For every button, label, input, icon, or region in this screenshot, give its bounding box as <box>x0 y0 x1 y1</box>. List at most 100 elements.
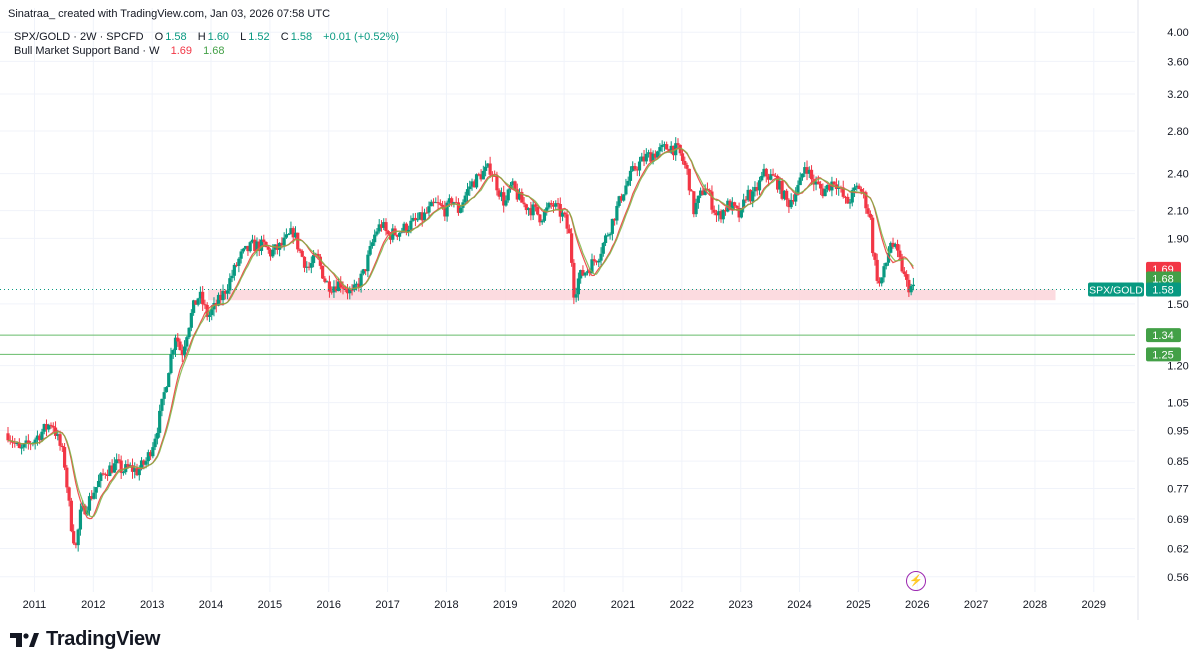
candle-body <box>139 460 144 470</box>
candle-body <box>907 279 911 293</box>
candle-body <box>891 242 895 247</box>
candle-body <box>210 309 214 316</box>
candle-body <box>108 465 112 476</box>
candle-body <box>531 204 535 216</box>
candle-body <box>463 195 467 203</box>
candle-body <box>244 245 248 249</box>
candle-body <box>6 433 10 441</box>
candle-body <box>474 174 479 188</box>
y-tick-label: 3.20 <box>1167 89 1188 101</box>
candle-body <box>425 212 429 214</box>
candle-body <box>35 435 40 440</box>
candle-body <box>103 473 107 475</box>
candle-body <box>51 425 55 428</box>
candle-body <box>459 207 463 213</box>
candle-body <box>375 231 379 235</box>
x-tick-label: 2012 <box>81 599 105 611</box>
candle-body <box>798 177 802 186</box>
candle-body <box>615 205 619 221</box>
candle-body <box>357 283 361 288</box>
candle-body <box>280 242 284 246</box>
y-tick-label: 1.50 <box>1167 299 1188 311</box>
candle-body <box>316 253 320 257</box>
candle-body <box>194 300 198 305</box>
candle-body <box>739 208 743 218</box>
indicator-value-1: 1.69 <box>170 45 192 57</box>
candle-body <box>198 291 202 299</box>
candle-body <box>228 278 232 291</box>
candle-body <box>730 202 734 211</box>
candle-body <box>662 144 667 146</box>
candle-body <box>296 232 300 250</box>
lightning-icon[interactable]: ⚡ <box>906 571 926 591</box>
candle-body <box>377 224 381 232</box>
candle-body <box>90 496 94 499</box>
candle-body <box>13 442 17 444</box>
candle-body <box>746 189 750 200</box>
candle-body <box>728 200 732 211</box>
y-tick-label: 0.85 <box>1167 456 1188 468</box>
candle-body <box>83 505 87 515</box>
candle-body <box>789 200 793 208</box>
candle-body <box>911 284 916 287</box>
symbol-legend: SPX/GOLD · 2W · SPCFD O 1.58 H 1.60 L 1.52 … <box>14 31 401 43</box>
symbol-label: SPX/GOLD · 2W · SPCFD <box>14 31 144 43</box>
candle-body <box>719 211 723 220</box>
y-tick-label: 0.95 <box>1167 425 1188 437</box>
candle-body <box>850 190 854 203</box>
candle-body <box>848 202 852 204</box>
candle-body <box>529 208 533 216</box>
price-label-text: 1.58 <box>1152 284 1173 296</box>
candle-body <box>597 260 601 263</box>
candle-body <box>547 202 551 208</box>
y-tick-label: 1.90 <box>1167 233 1188 245</box>
candle-body <box>470 181 474 187</box>
candle-body <box>38 435 42 441</box>
candle-body <box>581 270 585 276</box>
candle-body <box>182 346 187 356</box>
candle-body <box>886 252 891 263</box>
candle-body <box>205 304 209 317</box>
candle-body <box>613 218 617 221</box>
x-tick-label: 2023 <box>728 599 752 611</box>
candle-body <box>628 170 633 181</box>
candle-body <box>411 217 415 221</box>
candle-body <box>420 212 424 221</box>
candle-body <box>502 192 506 206</box>
candle-body <box>135 468 139 476</box>
candle-body <box>660 144 664 148</box>
candle-body <box>780 180 784 199</box>
candle-body <box>794 193 798 202</box>
candle-body <box>434 202 438 204</box>
x-tick-label: 2026 <box>905 599 929 611</box>
candle-body <box>472 181 476 188</box>
candle-body <box>327 281 332 292</box>
candle-body <box>26 440 30 444</box>
candle-body <box>601 243 605 254</box>
candle-body <box>787 199 791 208</box>
candle-body <box>875 259 879 281</box>
x-tick-label: 2029 <box>1082 599 1106 611</box>
candle-body <box>864 192 868 209</box>
candle-body <box>574 294 578 298</box>
candle-body <box>567 228 571 234</box>
candle-body <box>841 187 845 197</box>
candle-body <box>617 196 621 206</box>
price-label-box <box>1146 271 1181 286</box>
candle-body <box>56 434 60 436</box>
candle-body <box>178 341 182 351</box>
candle-body <box>579 270 583 279</box>
candle-body <box>416 219 420 221</box>
candle-body <box>67 487 71 501</box>
x-tick-label: 2018 <box>434 599 458 611</box>
candle-body <box>486 163 490 167</box>
x-tick-label: 2021 <box>611 599 635 611</box>
candle-body <box>137 469 141 476</box>
candle-body <box>576 278 581 295</box>
candle-body <box>599 253 603 261</box>
candle-body <box>42 423 46 432</box>
candle-body <box>493 175 497 177</box>
candle-body <box>694 202 698 215</box>
candle-body <box>298 249 302 251</box>
